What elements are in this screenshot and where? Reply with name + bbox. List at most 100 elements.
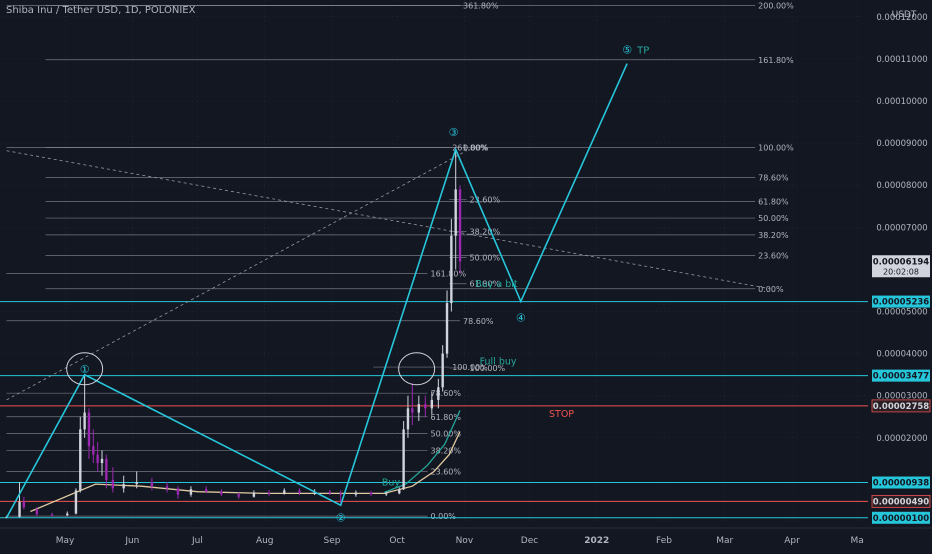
candle-body [298, 490, 301, 493]
candle-body [328, 491, 332, 494]
y-tick-label: 0.00007000 [876, 223, 927, 233]
candles [5, 149, 462, 519]
fib-level-label: 23.60% [430, 467, 461, 476]
fib-level-label: 161.80% [430, 270, 466, 279]
wave-label: ⑤ [622, 43, 632, 56]
y-tick-label: 0.00011000 [876, 55, 927, 65]
candle-body [100, 458, 104, 464]
candle-body [458, 189, 462, 262]
wave-label: ④ [516, 311, 526, 324]
tp-label: TP [636, 45, 649, 56]
x-tick-label: Feb [656, 536, 672, 546]
fib-level-label: 78.60% [463, 317, 494, 326]
x-tick-label: Oct [389, 536, 405, 546]
wave-path [5, 63, 628, 519]
y-tick-label: 0.00010000 [876, 97, 927, 107]
fib-level-label: 0.00% [463, 143, 489, 152]
chart-title: Shiba Inu / Tether USD, 1D, POLONIEX [6, 5, 196, 16]
candle-body [441, 353, 444, 388]
candle-body [35, 509, 39, 515]
candle-body [252, 492, 256, 497]
grid [0, 0, 868, 522]
annotation-label: Buy [382, 478, 401, 489]
price-badge-value: 0.00002758 [873, 402, 930, 412]
candle-body [74, 490, 78, 514]
x-tick-label: Sep [324, 536, 341, 546]
candle-body [385, 493, 388, 495]
candle-body [79, 429, 82, 491]
price-badge [872, 476, 930, 489]
y-tick-label: 0.00009000 [876, 139, 927, 149]
fib-level-label: 100.00% [470, 364, 506, 373]
fib-level-label: 38.20% [430, 446, 461, 455]
fib-level-label: 261.80% [452, 143, 488, 152]
highlight-ellipse [66, 352, 104, 386]
y-tick-label: 0.00004000 [876, 350, 927, 360]
y-tick-label: 0.00008000 [876, 181, 927, 191]
price-badge-value: 0.00005236 [873, 298, 930, 308]
candle-body [18, 501, 21, 517]
y-tick-label: 0.00002000 [876, 434, 927, 444]
fib-level-label: 50.00% [470, 254, 501, 263]
y-axis-unit: USDT [892, 10, 917, 20]
annotations: Buy a bit Full buy STOP Buy [66, 279, 574, 489]
candle-body [339, 493, 342, 495]
elliott-wave: ① ② ③ ④ ⑤ TP [5, 43, 649, 524]
candle-body [445, 303, 449, 354]
y-tick-label: 0.00012000 [876, 13, 927, 23]
candle-body [135, 482, 138, 485]
fib-levels: 200.00% 361.80% 161.80% 100.00% 78.60% 61.80%… [6, 1, 794, 521]
wave-label: ③ [449, 126, 459, 139]
candle-body [411, 408, 414, 413]
candle-body [92, 446, 95, 455]
wave-label: ② [336, 511, 346, 524]
moving-average-green [383, 410, 461, 494]
highlight-ellipse [398, 352, 436, 386]
candle-body [83, 412, 86, 430]
price-badge [872, 369, 930, 382]
candle-body [87, 412, 91, 447]
x-tick-label: Dec [521, 536, 538, 546]
candle-body [96, 454, 99, 464]
candle-body [165, 486, 169, 489]
price-badge [872, 255, 930, 278]
fib-level-label: 61.80% [430, 413, 461, 422]
price-badge-value: 0.00000490 [873, 497, 930, 507]
fib-level-label: 23.60% [470, 196, 501, 205]
fib-level-label: 0.00% [430, 512, 456, 521]
candle-body [402, 429, 405, 490]
fib-level-label: 61.80% [758, 198, 789, 207]
x-tick-label: Mar [716, 536, 733, 546]
moving-averages [30, 410, 461, 513]
annotation-label: STOP [549, 409, 574, 420]
fib-level-label: 38.20% [470, 228, 501, 237]
price-badge [871, 399, 931, 413]
candle-body [237, 494, 240, 497]
fib-level-label: 23.60% [758, 252, 789, 261]
candle-body [220, 491, 223, 495]
price-badge [871, 494, 931, 508]
x-tick-label: May [56, 536, 75, 546]
candle-body [150, 482, 154, 487]
candle-body [283, 490, 286, 494]
candle-body [122, 484, 125, 489]
fib-level-label: 161.80% [758, 56, 794, 65]
price-badge-value: 0.00003477 [873, 372, 930, 382]
candle-body [369, 492, 373, 495]
candle-body [176, 488, 180, 495]
candle-body [424, 404, 427, 409]
candle-body [105, 458, 108, 480]
candle-body [417, 404, 421, 413]
candle-body [189, 489, 193, 495]
fib-level-label: 50.00% [430, 430, 461, 439]
candle-body [437, 387, 440, 400]
fib-level-label: 38.20% [758, 231, 789, 240]
annotation-label: Full buy [480, 356, 517, 367]
fib-level-label: 0.00% [758, 285, 784, 294]
fib-level-label: 78.60% [758, 174, 789, 183]
fib-level-label: 61.80% [470, 280, 501, 289]
candle-body [204, 489, 208, 492]
